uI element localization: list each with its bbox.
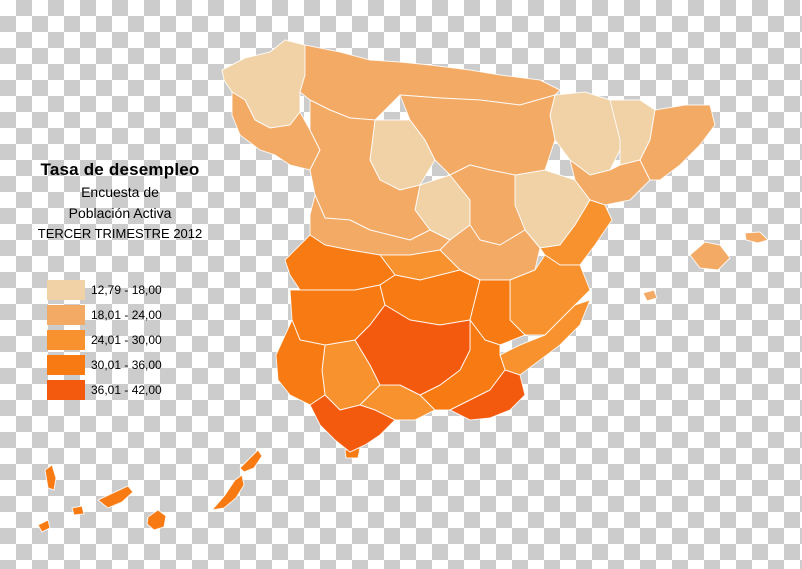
island-el-hierro xyxy=(37,519,51,533)
legend-swatch xyxy=(47,329,85,350)
map-title-block: Tasa de desempleo Encuesta de Población … xyxy=(10,160,230,241)
map-subtitle-line1: Encuesta de xyxy=(81,184,159,200)
province-catalonia xyxy=(639,104,716,181)
legend-label: 30,01 - 36,00 xyxy=(91,357,162,372)
map-title: Tasa de desempleo xyxy=(40,160,200,179)
island-tenerife xyxy=(97,485,134,509)
legend-label: 12,79 - 18,00 xyxy=(91,282,162,297)
map-legend: 12,79 - 18,00 18,01 - 24,00 24,01 - 30,0… xyxy=(47,277,162,402)
province-alicante xyxy=(499,299,591,376)
island-la-gomera xyxy=(71,505,85,516)
island-gran-canaria xyxy=(146,509,167,531)
legend-item: 24,01 - 30,00 xyxy=(47,327,162,352)
province-balearic-menorca xyxy=(744,231,769,244)
island-la-palma xyxy=(44,464,57,491)
province-almeria-east xyxy=(449,369,526,421)
legend-item: 30,01 - 36,00 xyxy=(47,352,162,377)
map-subtitle-line2: Población Activa xyxy=(68,205,172,221)
legend-label: 36,01 - 42,00 xyxy=(91,382,162,397)
legend-item: 12,79 - 18,00 xyxy=(47,277,162,302)
legend-label: 24,01 - 30,00 xyxy=(91,332,162,347)
legend-swatch xyxy=(47,379,85,400)
legend-item: 36,01 - 42,00 xyxy=(47,377,162,402)
island-lanzarote xyxy=(239,449,263,473)
province-balearic-mallorca xyxy=(689,241,731,271)
legend-swatch xyxy=(47,279,85,300)
province-cadiz xyxy=(309,394,396,453)
legend-swatch xyxy=(47,354,85,375)
map-period: TERCER TRIMESTRE 2012 xyxy=(37,226,203,241)
province-huelva xyxy=(275,319,326,406)
province-albacete xyxy=(469,279,526,346)
province-jaen xyxy=(354,304,471,396)
legend-swatch xyxy=(47,304,85,325)
legend-item: 18,01 - 24,00 xyxy=(47,302,162,327)
island-fuerteventura xyxy=(211,474,245,511)
province-balearic-ibiza xyxy=(642,289,658,302)
legend-label: 18,01 - 24,00 xyxy=(91,307,162,322)
